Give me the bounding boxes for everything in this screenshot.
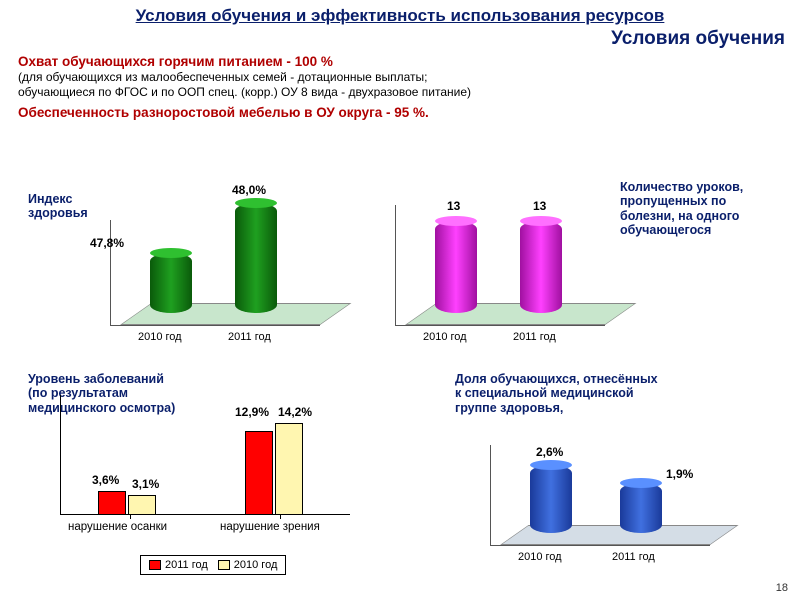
sub-title: Условия обучения <box>611 28 785 50</box>
disease-bar-posture-2011 <box>98 491 126 515</box>
health-val-2011: 48,0% <box>232 183 266 197</box>
legend-box: 2011 год 2010 год <box>140 555 286 575</box>
health-x-2011: 2011 год <box>228 331 271 343</box>
lessons-val-2010: 13 <box>447 199 460 213</box>
disease-bar-vision-2011 <box>245 431 273 515</box>
coverage-line: Охват обучающихся горячим питанием - 100… <box>18 54 782 70</box>
medgroup-chart: 2,6% 1,9% 2010 год 2011 год <box>490 435 700 545</box>
lessons-title: Количество уроков, пропущенных по болезн… <box>620 180 743 238</box>
medgroup-x-2010: 2010 год <box>518 551 562 563</box>
page-number: 18 <box>776 582 788 594</box>
disease-cat-vision: нарушение зрения <box>220 521 320 533</box>
legend-item-2010: 2010 год <box>218 559 278 571</box>
disease-chart: 3,6% 3,1% 12,9% 14,2% нарушение осанки н… <box>60 390 350 515</box>
lessons-x-2010: 2010 год <box>423 331 467 343</box>
disease-val-vision-2010: 14,2% <box>278 405 312 419</box>
health-bar-2010 <box>150 253 192 313</box>
disease-val-posture-2011: 3,6% <box>92 473 119 487</box>
disease-val-posture-2010: 3,1% <box>132 477 159 491</box>
furniture-line: Обеспеченность разноростовой мебелью в О… <box>18 105 782 121</box>
medgroup-bar-2011 <box>620 483 662 533</box>
lessons-val-2011: 13 <box>533 199 546 213</box>
coverage-note1: (для обучающихся из малообеспеченных сем… <box>18 70 782 84</box>
medgroup-val-2010: 2,6% <box>536 445 563 459</box>
health-bar-2011 <box>235 203 277 313</box>
lessons-chart: 13 13 2010 год 2011 год <box>395 185 595 325</box>
medgroup-title: Доля обучающихся, отнесённых к специальн… <box>455 372 658 415</box>
disease-bar-vision-2010 <box>275 423 303 515</box>
lessons-x-2011: 2011 год <box>513 331 556 343</box>
coverage-note2: обучающиеся по ФГОС и по ООП спец. (корр… <box>18 85 782 99</box>
health-title: Индекс здоровья <box>28 192 88 221</box>
health-x-2010: 2010 год <box>138 331 182 343</box>
medgroup-bar-2010 <box>530 465 572 533</box>
disease-bar-posture-2010 <box>128 495 156 515</box>
medgroup-x-2011: 2011 год <box>612 551 655 563</box>
health-val-2010: 47,8% <box>90 236 124 250</box>
disease-val-vision-2011: 12,9% <box>235 405 269 419</box>
main-title: Условия обучения и эффективность использ… <box>0 0 800 28</box>
medgroup-val-2011: 1,9% <box>666 467 693 481</box>
disease-cat-posture: нарушение осанки <box>68 521 167 533</box>
legend-item-2011: 2011 год <box>149 559 208 571</box>
lessons-bar-2011 <box>520 221 562 313</box>
health-index-chart: 47,8% 48,0% 2010 год 2011 год <box>110 185 310 325</box>
lessons-bar-2010 <box>435 221 477 313</box>
